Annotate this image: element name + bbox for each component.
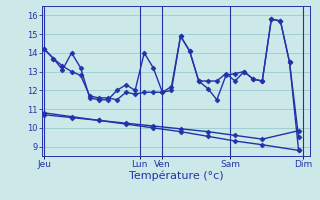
- X-axis label: Température (°c): Température (°c): [129, 171, 223, 181]
